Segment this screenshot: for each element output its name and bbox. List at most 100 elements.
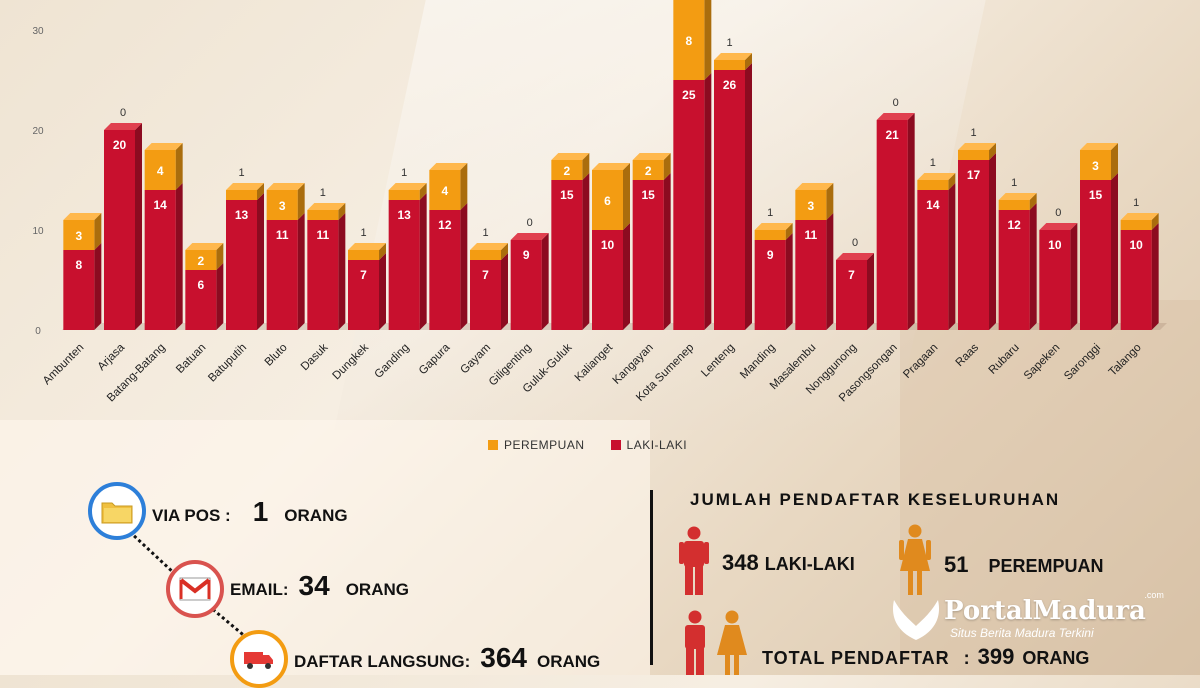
- bar-laki-laki-side: [338, 213, 346, 330]
- bar-perempuan-top: [388, 183, 427, 190]
- data-label-perempuan: 3: [807, 199, 814, 213]
- portal-madura-logo: PortalMadura .com Situs Berita Madura Te…: [892, 590, 1164, 640]
- category-label: Gayam: [458, 342, 493, 377]
- category-label: Arjasa: [96, 341, 128, 373]
- background-panel-right: [900, 300, 1200, 675]
- bar-perempuan-side: [745, 53, 752, 70]
- bar-laki-laki-side: [135, 123, 142, 330]
- y-tick-label: 20: [32, 126, 44, 137]
- bar-perempuan-side: [216, 243, 224, 270]
- male-label: LAKI-LAKI: [764, 554, 855, 574]
- data-label-perempuan: 4: [441, 184, 448, 198]
- total-unit: ORANG: [1022, 648, 1090, 668]
- bar-perempuan-top: [185, 243, 224, 250]
- bar-perempuan-top: [1080, 143, 1118, 150]
- bar-perempuan: [1120, 220, 1152, 230]
- bar-perempuan-top: [1120, 213, 1159, 220]
- male-person-icon: [679, 526, 709, 595]
- data-label-laki-laki: 13: [235, 208, 249, 222]
- data-label-laki-laki: 11: [316, 228, 329, 242]
- bar-perempuan-top: [470, 243, 508, 250]
- data-label-laki-laki: 7: [848, 268, 855, 282]
- data-label-laki-laki: 15: [560, 188, 574, 202]
- method-value: 364: [480, 642, 527, 673]
- bar-perempuan-side: [419, 183, 427, 200]
- delivery-truck-icon: [230, 630, 288, 688]
- data-label-perempuan: 1: [1011, 177, 1017, 189]
- bar-perempuan-side: [94, 213, 102, 250]
- female-label: PEREMPUAN: [988, 556, 1104, 576]
- bar-perempuan-top: [592, 163, 630, 170]
- bar-perempuan-top: [551, 153, 590, 160]
- bar-laki-laki-top: [876, 113, 915, 120]
- method-label: DAFTAR LANGSUNG:: [294, 652, 471, 671]
- bar-laki-laki-side: [623, 223, 630, 330]
- bar-laki-laki-side: [216, 263, 224, 330]
- bar-laki-laki: [104, 130, 135, 330]
- category-label: Raas: [954, 341, 982, 369]
- bar-laki-laki: [144, 190, 176, 330]
- male-total: 348 LAKI-LAKI: [722, 550, 855, 576]
- bar-perempuan-side: [297, 183, 305, 220]
- method-unit: ORANG: [537, 652, 601, 671]
- data-label-laki-laki: 14: [926, 198, 940, 212]
- bar-laki-laki-side: [582, 173, 590, 330]
- bar-laki-laki: [754, 240, 786, 330]
- data-label-laki-laki: 6: [197, 278, 204, 292]
- bar-perempuan: [795, 190, 827, 220]
- bar-perempuan-top: [63, 213, 102, 220]
- female-count: 51: [944, 552, 969, 577]
- male-count: 348: [722, 550, 759, 575]
- data-label-perempuan: 1: [360, 227, 366, 239]
- data-label-laki-laki: 17: [967, 168, 981, 182]
- bar-perempuan-side: [379, 243, 386, 260]
- data-label-laki-laki: 13: [397, 208, 411, 222]
- data-label-perempuan: 1: [767, 207, 773, 219]
- bar-laki-laki: [836, 260, 867, 330]
- legend-item-perempuan: PEREMPUAN: [488, 438, 585, 452]
- method-via-pos: VIA POS : 1 ORANG: [152, 496, 348, 528]
- total-label: TOTAL PENDAFTAR: [762, 648, 950, 668]
- y-tick-label: 0: [35, 326, 41, 337]
- bar-perempuan-top: [429, 163, 468, 170]
- y-tick-label: 10: [32, 226, 44, 237]
- bar-laki-laki-side: [175, 183, 183, 330]
- data-label-laki-laki: 21: [885, 128, 899, 142]
- bar-laki-laki: [958, 160, 989, 330]
- bar-perempuan-top: [998, 193, 1037, 200]
- bar-laki-laki-side: [989, 153, 996, 330]
- bar-perempuan-side: [582, 153, 590, 180]
- data-label-perempuan: 1: [482, 227, 488, 239]
- data-label-perempuan: 1: [930, 157, 936, 169]
- bar-perempuan-side: [257, 183, 264, 200]
- category-label: Ambunten: [41, 342, 87, 388]
- bar-perempuan-top: [226, 183, 264, 190]
- bar-laki-laki-side: [907, 113, 915, 330]
- data-label-perempuan: 1: [238, 167, 244, 179]
- legend-label-perempuan: PEREMPUAN: [504, 438, 585, 452]
- bar-laki-laki: [307, 220, 339, 330]
- method-label: VIA POS :: [152, 506, 231, 525]
- category-label: Rubaru: [987, 342, 1022, 377]
- bar-perempuan-top: [917, 173, 956, 180]
- bar-laki-laki-side: [745, 63, 752, 330]
- background-panel: [0, 420, 650, 675]
- method-label: EMAIL:: [230, 580, 289, 599]
- bar-laki-laki-side: [867, 253, 874, 330]
- method-unit: ORANG: [345, 580, 409, 599]
- bar-perempuan-side: [338, 203, 346, 220]
- bar-laki-laki-side: [257, 193, 264, 330]
- bar-perempuan-side: [663, 153, 671, 180]
- bar-perempuan-top: [754, 223, 793, 230]
- data-label-laki-laki: 10: [1129, 238, 1143, 252]
- chart-legend: PEREMPUAN LAKI-LAKI: [488, 438, 687, 452]
- female-total: 51 PEREMPUAN: [944, 552, 1104, 578]
- data-label-perempuan: 0: [1055, 207, 1061, 219]
- bar-perempuan-side: [826, 183, 834, 220]
- bar-perempuan-side: [785, 223, 793, 240]
- data-label-laki-laki: 14: [153, 198, 167, 212]
- bar-laki-laki-side: [948, 183, 956, 330]
- bar-laki-laki-top: [104, 123, 142, 130]
- bar-perempuan: [185, 250, 217, 270]
- category-label: Gapura: [417, 341, 453, 377]
